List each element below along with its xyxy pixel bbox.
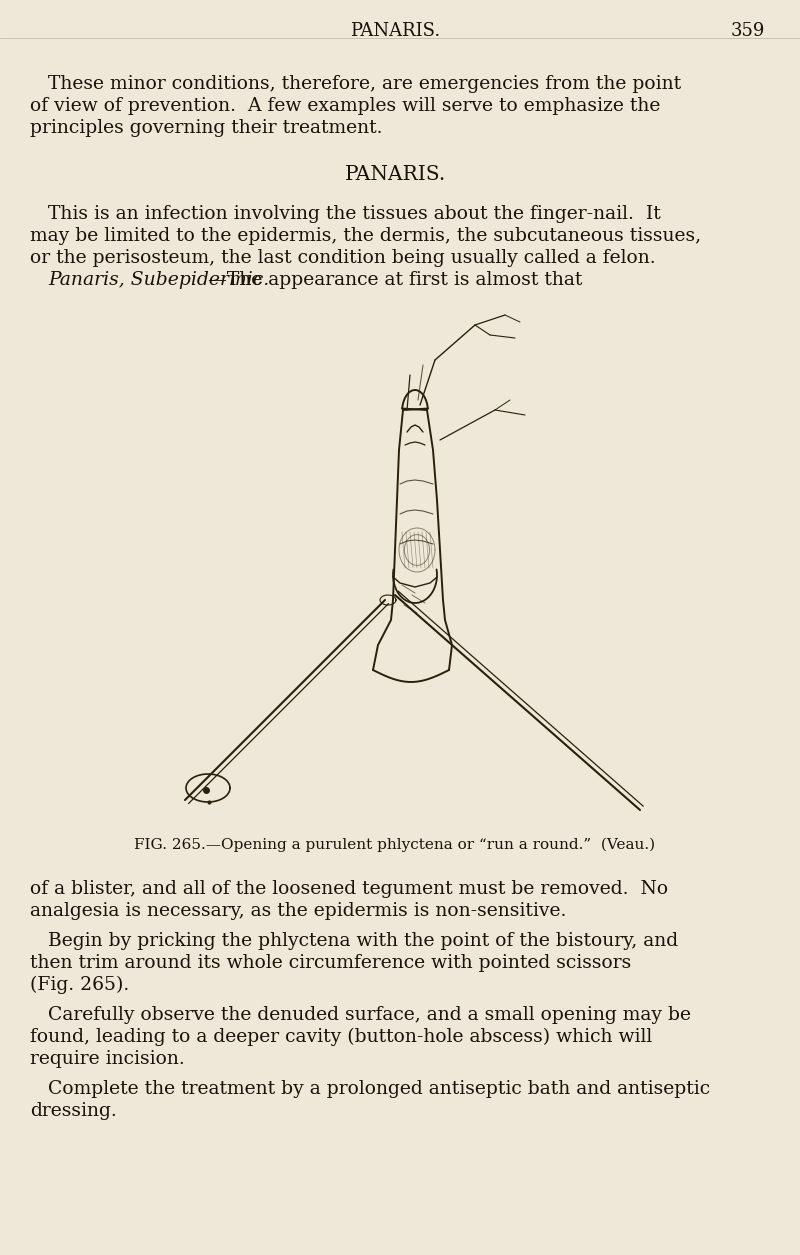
Text: of view of prevention.  A few examples will serve to emphasize the: of view of prevention. A few examples wi…	[30, 97, 660, 115]
Text: PANARIS.: PANARIS.	[350, 23, 440, 40]
Text: Complete the treatment by a prolonged antiseptic bath and antiseptic: Complete the treatment by a prolonged an…	[48, 1081, 710, 1098]
Text: These minor conditions, therefore, are emergencies from the point: These minor conditions, therefore, are e…	[48, 75, 681, 93]
Text: (Fig. 265).: (Fig. 265).	[30, 976, 130, 994]
Text: dressing.: dressing.	[30, 1102, 117, 1119]
Text: Carefully observe the denuded surface, and a small opening may be: Carefully observe the denuded surface, a…	[48, 1007, 691, 1024]
Text: Begin by pricking the phlyctena with the point of the bistoury, and: Begin by pricking the phlyctena with the…	[48, 932, 678, 950]
Text: This is an infection involving the tissues about the finger-nail.  It: This is an infection involving the tissu…	[48, 205, 661, 223]
Text: or the perisosteum, the last condition being usually called a felon.: or the perisosteum, the last condition b…	[30, 248, 656, 267]
Text: found, leading to a deeper cavity (button-hole abscess) which will: found, leading to a deeper cavity (butto…	[30, 1028, 652, 1047]
Text: PANARIS.: PANARIS.	[344, 164, 446, 184]
Text: of a blister, and all of the loosened tegument must be removed.  No: of a blister, and all of the loosened te…	[30, 880, 668, 899]
Text: 359: 359	[730, 23, 765, 40]
Text: then trim around its whole circumference with pointed scissors: then trim around its whole circumference…	[30, 954, 631, 973]
Text: Panaris, Subepidermic.: Panaris, Subepidermic.	[48, 271, 270, 289]
Text: analgesia is necessary, as the epidermis is non-sensitive.: analgesia is necessary, as the epidermis…	[30, 902, 566, 920]
Text: may be limited to the epidermis, the dermis, the subcutaneous tissues,: may be limited to the epidermis, the der…	[30, 227, 701, 245]
Text: FIG. 265.—Opening a purulent phlyctena or “run a round.”  (Veau.): FIG. 265.—Opening a purulent phlyctena o…	[134, 838, 655, 852]
Text: principles governing their treatment.: principles governing their treatment.	[30, 119, 382, 137]
Text: —The appearance at first is almost that: —The appearance at first is almost that	[208, 271, 582, 289]
Text: require incision.: require incision.	[30, 1050, 185, 1068]
